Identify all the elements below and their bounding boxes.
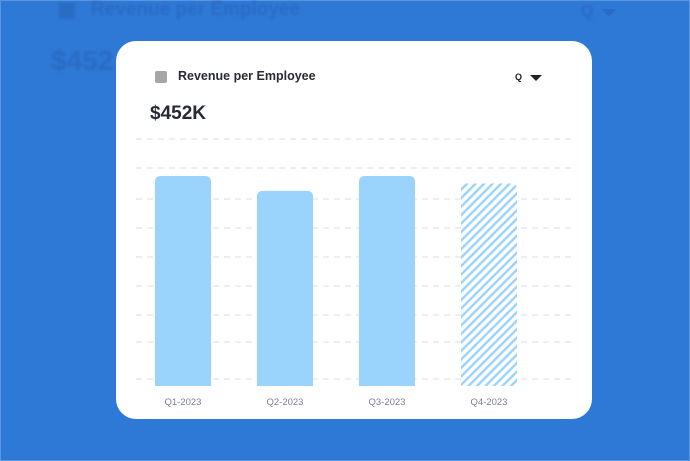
x-tick-label: Q4-2023 bbox=[471, 397, 508, 408]
bar-q1-2023[interactable] bbox=[155, 176, 211, 386]
legend-swatch bbox=[155, 71, 167, 83]
background-title: Revenue per Employee bbox=[91, 0, 301, 20]
period-selector[interactable]: Q bbox=[515, 72, 523, 82]
bar-q4-2023[interactable] bbox=[461, 183, 517, 386]
x-tick-label: Q3-2023 bbox=[369, 397, 406, 408]
x-tick-label: Q2-2023 bbox=[267, 397, 304, 408]
chevron-down-icon[interactable] bbox=[530, 75, 542, 81]
background-caret-icon bbox=[602, 9, 616, 17]
bar-chart: Q1-2023 Q2-2023 Q3-2023 Q4-2023 bbox=[136, 138, 576, 408]
background-period: Q bbox=[581, 3, 594, 20]
chart-card: Revenue per Employee Q $452K Q1-2023 Q2-2… bbox=[116, 41, 592, 419]
background-legend-swatch bbox=[59, 3, 75, 19]
background-value: $452 bbox=[51, 45, 114, 76]
bar-q2-2023[interactable] bbox=[257, 190, 313, 386]
chart-title: Revenue per Employee bbox=[178, 69, 316, 83]
headline-value: $452K bbox=[150, 103, 206, 124]
bar-q3-2023[interactable] bbox=[359, 176, 415, 386]
x-tick-label: Q1-2023 bbox=[165, 397, 202, 408]
